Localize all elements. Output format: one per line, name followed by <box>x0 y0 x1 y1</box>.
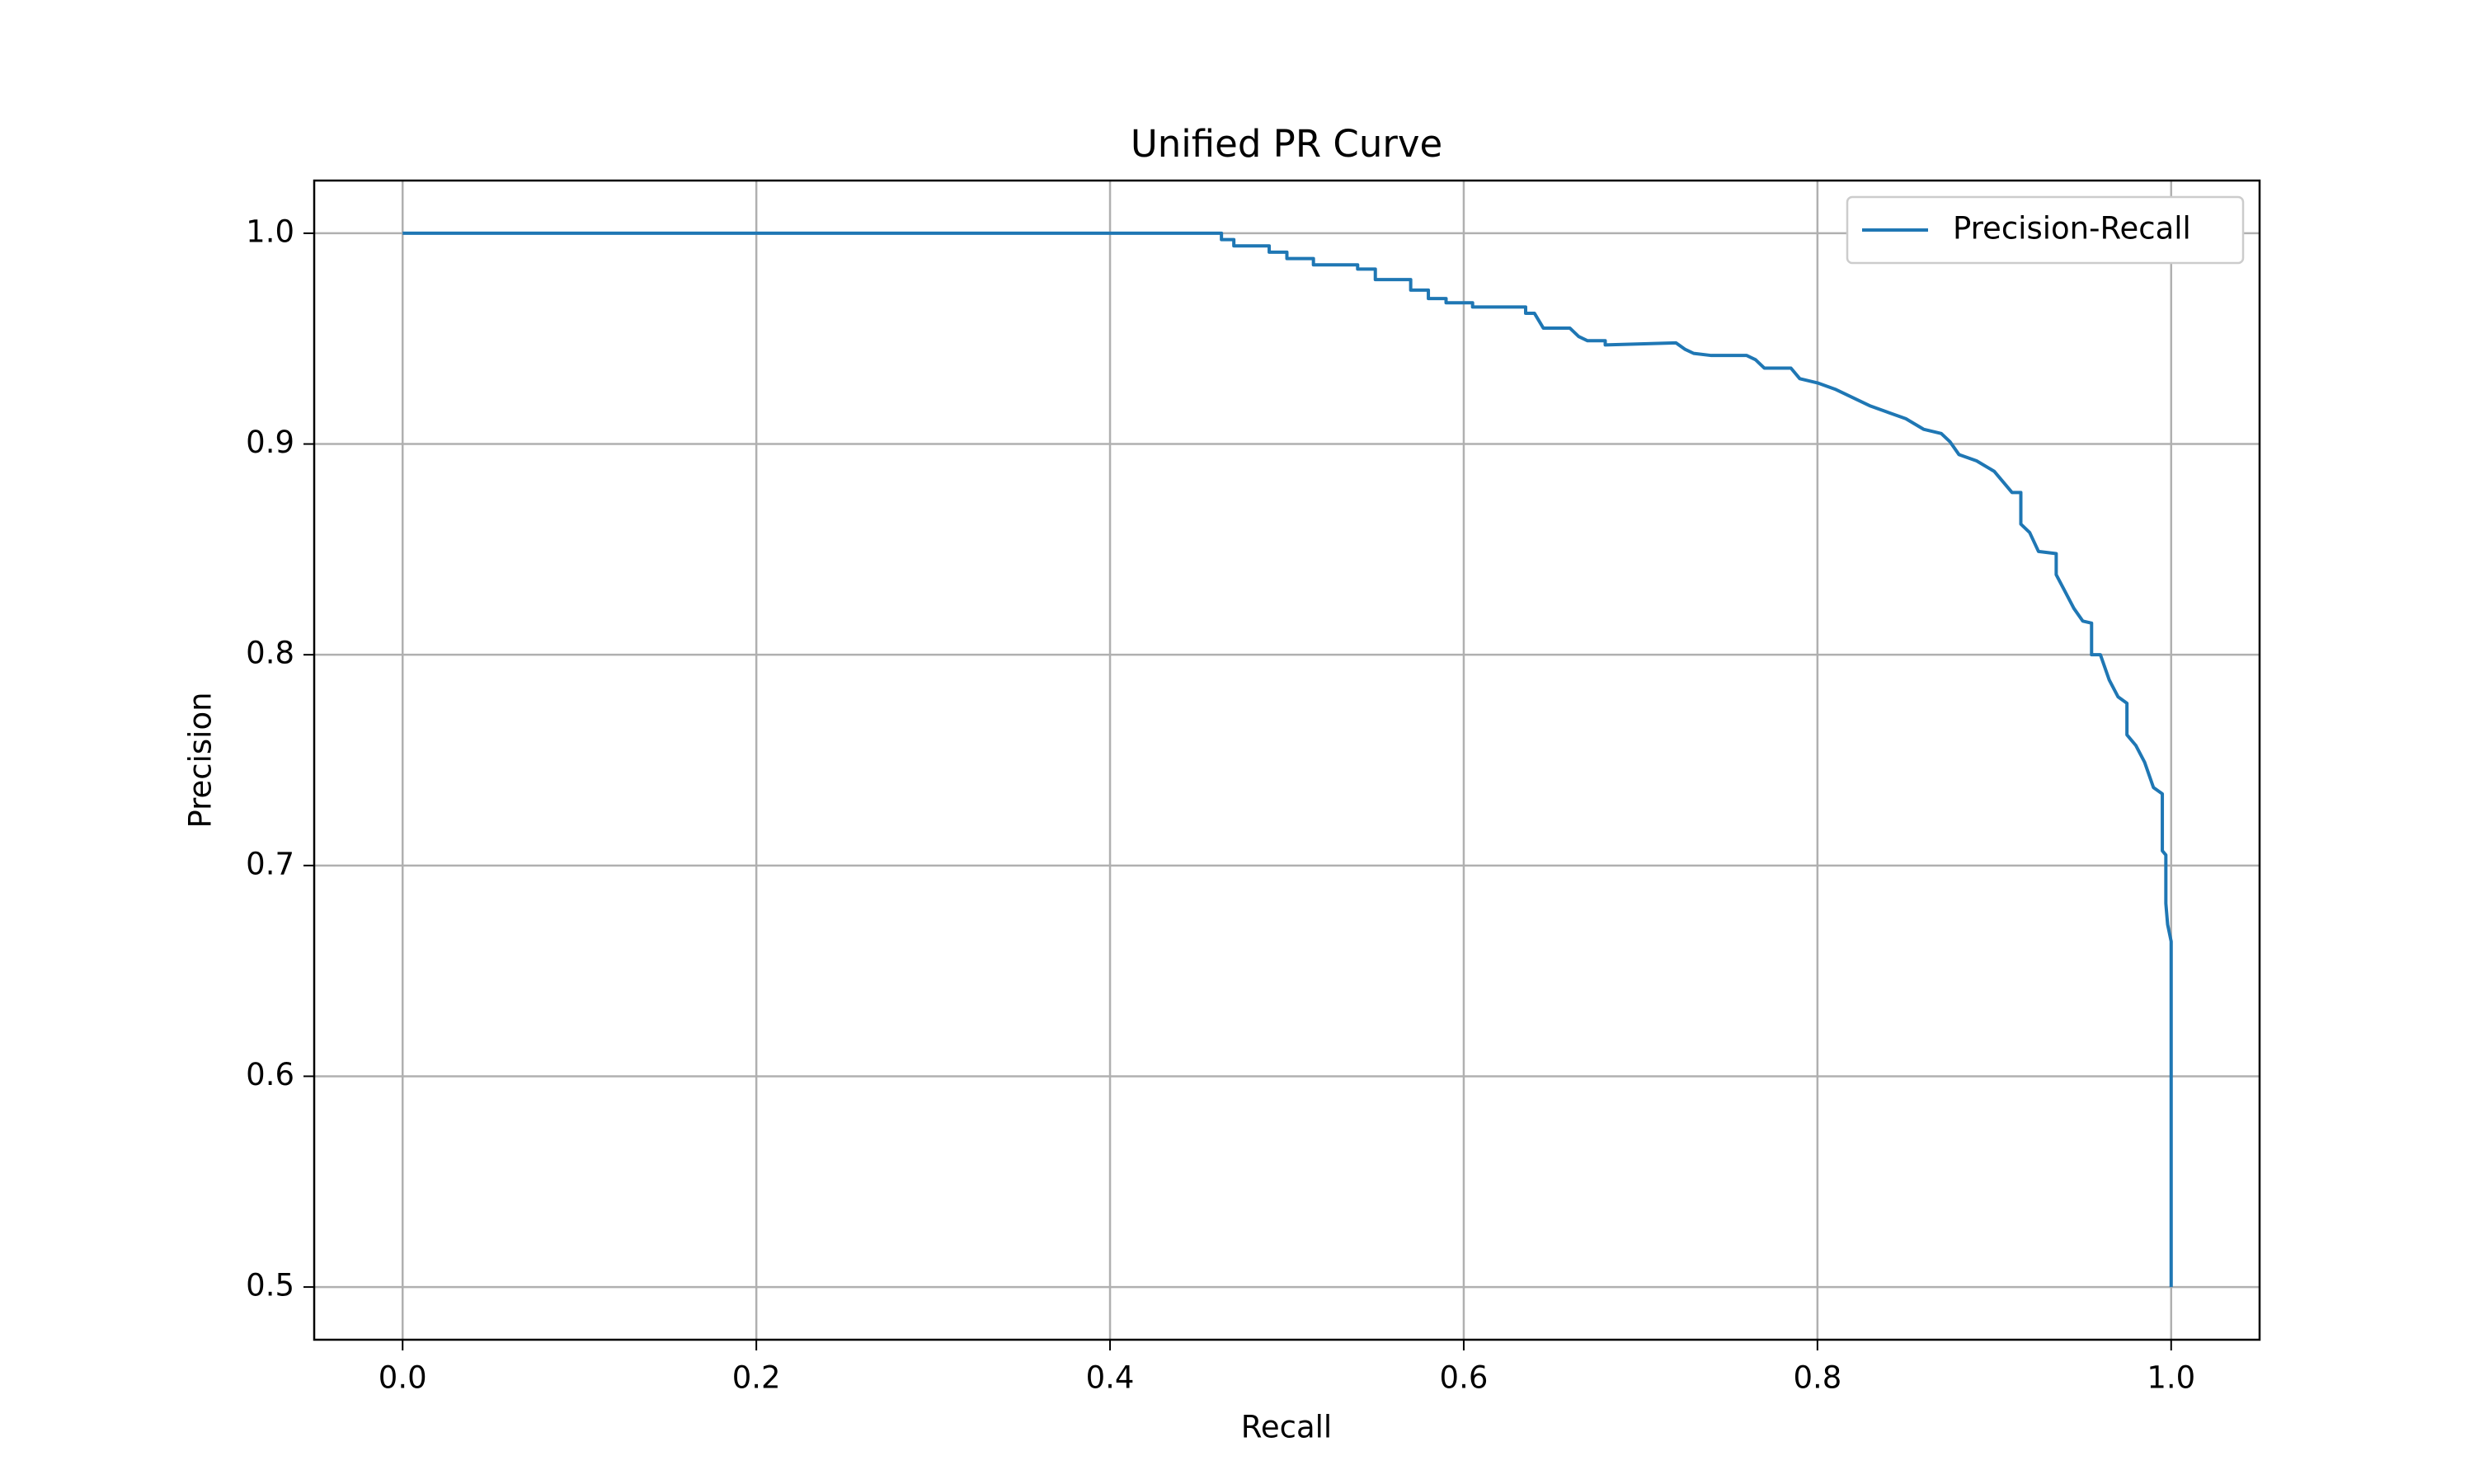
y-tick-label: 0.7 <box>246 846 294 881</box>
chart-title: Unified PR Curve <box>1131 122 1442 166</box>
series-line <box>402 231 2173 1288</box>
plot-frame <box>313 179 2261 1341</box>
y-tick-label: 0.5 <box>246 1268 294 1303</box>
y-tick-label: 0.6 <box>246 1057 294 1092</box>
y-tick-label: 1.0 <box>246 214 294 249</box>
x-tick-label: 0.6 <box>1440 1360 1489 1396</box>
y-tick-label: 0.9 <box>246 425 294 460</box>
x-tick-label: 0.8 <box>1793 1360 1841 1396</box>
x-tick-label: 0.0 <box>379 1360 427 1396</box>
legend-label: Precision-Recall <box>1953 211 2191 247</box>
x-tick-label: 1.0 <box>2147 1360 2195 1396</box>
x-axis-label: Recall <box>1241 1410 1332 1445</box>
x-tick-label: 0.4 <box>1086 1360 1135 1396</box>
y-tick-label: 0.8 <box>246 636 294 671</box>
legend-box <box>1846 195 2245 265</box>
x-tick-label: 0.2 <box>732 1360 781 1396</box>
y-axis-label: Precision <box>183 692 219 828</box>
